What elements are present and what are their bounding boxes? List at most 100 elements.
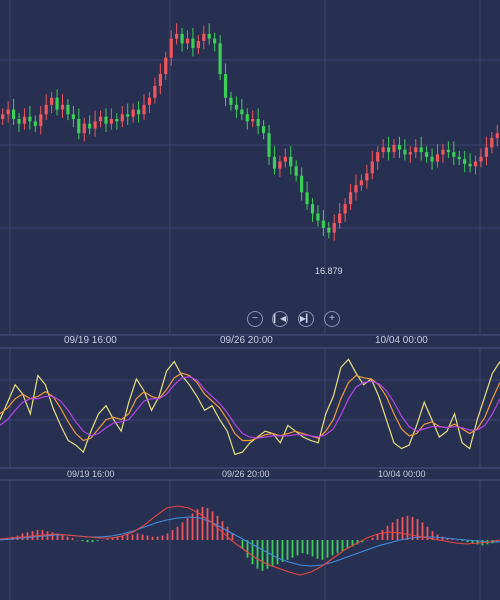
candle-body <box>240 109 244 115</box>
jump-end-button[interactable]: ▶▎ <box>298 311 314 327</box>
macd-histogram-bar <box>261 540 264 571</box>
candle-body <box>278 161 282 169</box>
candle-body <box>223 74 228 98</box>
macd-line-red <box>0 505 500 576</box>
macd-histogram-bar <box>401 516 404 540</box>
macd-histogram-bar <box>421 522 424 540</box>
low-price-label: 16.879 <box>315 266 343 276</box>
candle-body <box>175 33 179 39</box>
candle-body <box>256 119 260 127</box>
macd-histogram-bar <box>411 516 414 540</box>
macd-histogram-bar <box>141 534 144 540</box>
macd-histogram-bar <box>301 540 304 554</box>
macd-histogram-bar <box>121 535 124 540</box>
candle-body <box>6 109 10 115</box>
macd-histogram-bar <box>251 540 254 565</box>
candle-body <box>153 85 157 98</box>
candle-body <box>300 175 304 193</box>
jump-start-button[interactable]: ▎◀ <box>272 311 288 327</box>
macd-histogram-bar <box>291 540 294 558</box>
macd-histogram-bar <box>316 540 319 559</box>
macd-histogram-bar <box>336 540 339 554</box>
candle-body <box>463 159 467 164</box>
macd-histogram-bar <box>471 540 474 544</box>
macd-histogram-bar <box>131 534 134 540</box>
minus-circle-icon: − <box>252 313 258 324</box>
macd-histogram-bar <box>371 537 374 540</box>
candle-body <box>71 114 75 119</box>
x-tick-label: 09/19 16:00 <box>67 469 115 479</box>
candle-body <box>425 152 429 157</box>
macd-histogram-bar <box>241 540 244 549</box>
candle-body <box>414 147 418 153</box>
zoom-in-button[interactable]: + <box>324 311 340 327</box>
candle-body <box>55 97 59 110</box>
macd-histogram-bar <box>451 538 454 540</box>
macd-histogram-bar <box>181 522 184 540</box>
candle-body <box>234 104 239 110</box>
candle-body <box>115 119 119 122</box>
macd-histogram-bar <box>281 540 284 562</box>
macd-histogram-bar <box>306 540 309 555</box>
candlestick-series <box>1 23 499 241</box>
candle-body <box>283 156 287 162</box>
macd-histogram-bar <box>96 540 99 542</box>
candle-body <box>131 109 135 117</box>
macd-histogram-bar <box>191 513 194 540</box>
candle-body <box>441 149 445 155</box>
x-tick-label: 10/04 00:00 <box>375 335 428 346</box>
x-tick-label: 09/26 20:00 <box>222 469 270 479</box>
zoom-out-button[interactable]: − <box>247 311 263 327</box>
candle-body <box>104 116 108 124</box>
macd-histogram-bar <box>296 540 299 556</box>
candle-body <box>202 33 206 41</box>
candle-body <box>473 161 478 167</box>
macd-histogram-bar <box>206 508 209 540</box>
candle-body <box>213 38 217 44</box>
macd-histogram-bar <box>231 533 234 540</box>
candle-body <box>495 133 499 138</box>
macd-histogram-bar <box>126 534 129 540</box>
macd-histogram-bar <box>286 540 289 560</box>
x-tick-label: 10/04 00:00 <box>378 469 426 479</box>
candle-body <box>392 145 396 153</box>
macd-histogram-bar <box>381 530 384 540</box>
candle-body <box>98 116 103 122</box>
macd-histogram-bar <box>106 538 109 540</box>
macd-histogram-bar <box>476 540 479 545</box>
plus-circle-icon: + <box>329 313 335 324</box>
candle-body <box>126 114 130 117</box>
candle-body <box>22 116 27 124</box>
candle-body <box>251 119 255 122</box>
candle-body <box>77 119 81 134</box>
macd-histogram-bar <box>146 535 149 540</box>
candle-body <box>403 149 407 155</box>
macd-histogram-bar <box>416 519 419 540</box>
candle-body <box>381 147 385 153</box>
macd-histogram-bar <box>116 536 119 540</box>
candle-body <box>33 121 37 127</box>
candle-body <box>39 114 43 127</box>
macd-histogram-bar <box>326 540 329 558</box>
candle-body <box>376 152 380 162</box>
x-tick-label: 09/26 20:00 <box>220 335 273 346</box>
candle-body <box>457 156 461 160</box>
candle-body <box>185 38 190 44</box>
skip-forward-icon: ▶▎ <box>299 314 313 323</box>
candle-body <box>109 119 114 124</box>
macd-histogram-bar <box>156 536 159 540</box>
candle-body <box>44 104 48 115</box>
candle-body <box>196 41 200 49</box>
macd-histogram-bar <box>136 533 139 540</box>
candle-body <box>435 154 440 162</box>
macd-histogram-bar <box>376 534 379 540</box>
candle-body <box>316 213 320 221</box>
candle-body <box>82 123 86 134</box>
macd-histogram-bar <box>221 521 224 540</box>
macd-histogram-bar <box>276 540 279 565</box>
candle-body <box>310 204 315 214</box>
macd-histogram-bar <box>226 526 229 540</box>
